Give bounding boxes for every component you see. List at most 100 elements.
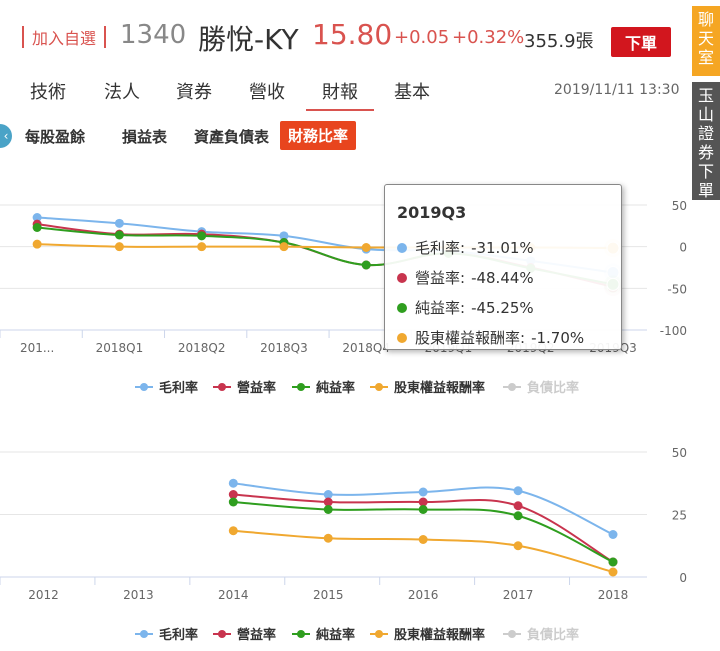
tab-basic[interactable]: 基本	[394, 82, 430, 103]
y-tick-label: 50	[672, 199, 687, 213]
x-tick-label: 2014	[218, 588, 249, 602]
x-tick-label: 2018	[598, 588, 629, 602]
side-panel: 聊天室 玉山證券下單	[692, 6, 720, 200]
x-tick-label: 2017	[503, 588, 534, 602]
subtab-balance-sheet[interactable]: 資產負債表	[194, 128, 270, 146]
scroll-left-button[interactable]: ‹	[0, 124, 12, 148]
x-tick-label: 2015	[313, 588, 344, 602]
y-tick-label: 0	[679, 241, 687, 255]
legend-label: 股東權益報酬率	[394, 380, 485, 396]
x-tick-label: 2013	[123, 588, 154, 602]
tab-financials[interactable]: 財報	[306, 78, 374, 111]
x-tick-label: 2018Q1	[96, 341, 144, 355]
legend-marker	[140, 630, 148, 638]
x-tick-label: 2012	[28, 588, 59, 602]
divider	[104, 26, 107, 48]
data-point	[361, 243, 371, 252]
order-button[interactable]: 下單	[611, 27, 671, 57]
tab-revenue[interactable]: 營收	[249, 82, 285, 103]
data-point	[114, 230, 124, 240]
x-tick-label: 2018Q3	[260, 341, 308, 355]
chat-room-button[interactable]: 聊天室	[692, 6, 720, 76]
data-point	[114, 218, 124, 228]
data-point	[323, 533, 333, 543]
data-point	[32, 223, 42, 232]
tooltip-row: 純益率: -45.25%	[397, 297, 534, 318]
esun-order-button[interactable]: 玉山證券下單	[692, 82, 720, 200]
subtab-financial-ratios[interactable]: 財務比率	[280, 121, 357, 150]
data-point	[114, 242, 124, 252]
data-point	[323, 497, 333, 507]
data-point	[608, 530, 618, 539]
data-point	[513, 501, 523, 511]
data-point	[608, 557, 618, 567]
tooltip-label: 營益率:	[415, 269, 466, 287]
legend-label: 毛利率	[159, 627, 198, 643]
tab-technical[interactable]: 技術	[30, 82, 66, 103]
legend-marker	[375, 630, 383, 638]
data-point	[513, 486, 523, 496]
data-point	[513, 511, 523, 521]
data-point	[323, 490, 333, 499]
data-point	[228, 526, 238, 536]
legend-marker	[297, 630, 305, 638]
series-dot-icon	[397, 302, 407, 313]
main-tabs: 技術 法人 資券 營收 財報 基本 2019/11/11 13:30	[0, 74, 690, 111]
stock-change: +0.05	[394, 27, 450, 48]
tooltip-label: 純益率:	[415, 299, 466, 317]
data-point	[418, 505, 428, 514]
tab-institutional[interactable]: 法人	[104, 82, 140, 103]
series-dot-icon	[397, 272, 407, 283]
data-point	[513, 541, 523, 551]
legend-marker	[508, 630, 516, 638]
tooltip-row: 股東權益報酬率: -1.70%	[397, 327, 584, 348]
data-point	[32, 239, 42, 249]
legend-label: 純益率	[316, 380, 355, 396]
data-point	[228, 490, 238, 499]
legend-marker	[218, 630, 226, 638]
tooltip-value: -48.44%	[471, 268, 534, 287]
stock-code: 1340	[120, 20, 187, 50]
legend-label: 股東權益報酬率	[394, 627, 485, 643]
chart-tooltip: 2019Q3 毛利率: -31.01% 營益率: -48.44% 純益率: -4…	[384, 184, 622, 350]
legend-marker	[297, 383, 305, 391]
data-point	[418, 497, 428, 507]
tab-margin[interactable]: 資券	[176, 82, 212, 103]
x-tick-label: 2018Q4	[342, 341, 390, 355]
series-dot-icon	[397, 332, 407, 343]
legend-marker	[375, 383, 383, 391]
tooltip-label: 毛利率:	[415, 239, 466, 257]
add-to-watchlist-label: 加入自選	[32, 29, 97, 48]
data-point	[197, 242, 207, 252]
x-tick-label: 2018Q2	[178, 341, 226, 355]
tooltip-label: 股東權益報酬率:	[415, 329, 526, 347]
legend-label: 營益率	[237, 627, 276, 643]
data-point	[361, 260, 371, 270]
data-point	[418, 487, 428, 497]
data-point	[279, 242, 289, 252]
x-tick-label: 201...	[20, 341, 54, 355]
series-dot-icon	[397, 242, 407, 253]
stock-change-percent: +0.32%	[452, 27, 525, 48]
legend-label: 負債比率	[527, 627, 579, 643]
data-point	[323, 505, 333, 514]
y-tick-label: -50	[667, 282, 687, 296]
data-point	[228, 478, 238, 488]
data-point	[418, 535, 428, 544]
legend-label: 營益率	[237, 380, 276, 396]
stock-header: 加入自選 1340 勝悅-KY 15.80 +0.05 +0.32% 355.9…	[0, 0, 690, 70]
add-to-watchlist-button[interactable]: 加入自選	[14, 24, 114, 50]
tooltip-title: 2019Q3	[397, 203, 467, 222]
subtab-income-statement[interactable]: 損益表	[122, 128, 168, 146]
divider	[22, 26, 24, 48]
y-tick-label: 0	[679, 571, 687, 585]
legend-label: 負債比率	[527, 380, 579, 396]
legend-marker	[140, 383, 148, 391]
stock-price: 15.80	[312, 18, 393, 51]
data-point	[279, 231, 289, 241]
data-point	[32, 213, 42, 222]
y-tick-label: -100	[660, 324, 687, 338]
tooltip-row: 營益率: -48.44%	[397, 267, 534, 288]
subtab-eps[interactable]: 每股盈餘	[25, 128, 86, 146]
